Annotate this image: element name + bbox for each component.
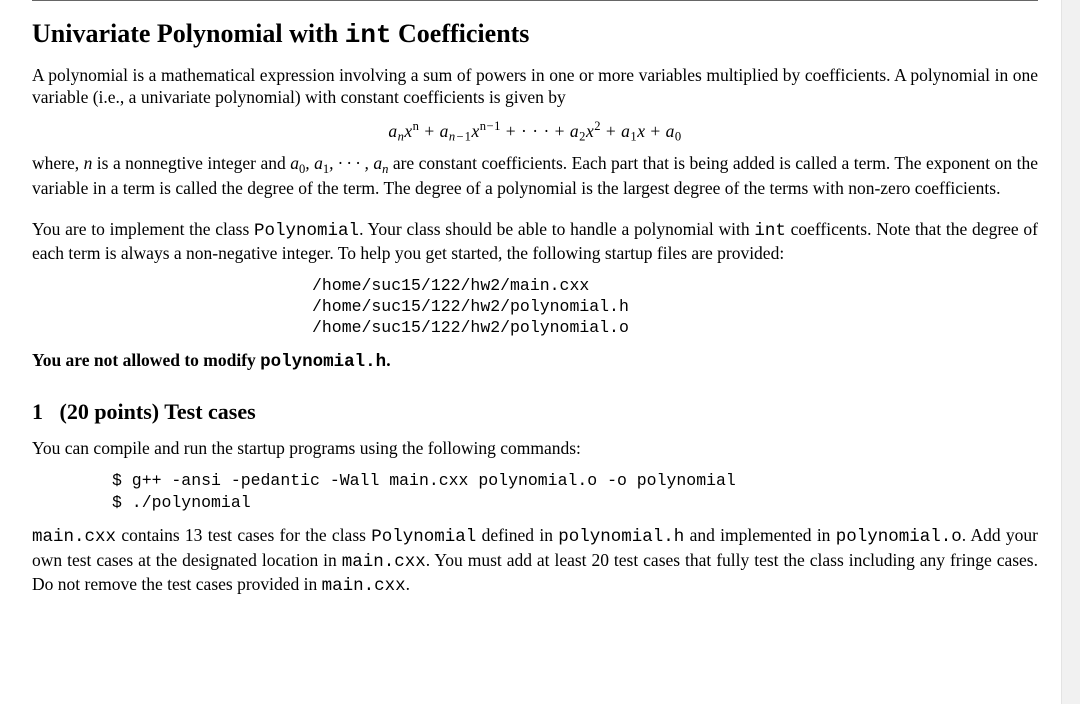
file-3: /home/suc15/122/hw2/polynomial.o [312,317,1038,338]
p5-d: defined in [476,525,558,545]
scrollbar-track[interactable] [1061,0,1080,704]
p3-a: You are to implement the class [32,219,254,239]
nomod-c: . [386,350,390,370]
paragraph-intro: A polynomial is a mathematical expressio… [32,64,1038,109]
cmd-1: $ g++ -ansi -pedantic -Wall main.cxx pol… [112,470,1038,492]
command-block: $ g++ -ansi -pedantic -Wall main.cxx pol… [32,470,1038,515]
p5-a: main.cxx [32,527,116,547]
p5-f: and implemented in [684,525,835,545]
section-1-heading: 1 (20 points) Test cases [32,399,1038,425]
cmd-2: $ ./polynomial [112,492,1038,514]
p2-coeffs: a0, a1, · · · , an [290,153,388,173]
paragraph-compile: You can compile and run the startup prog… [32,437,1038,459]
p5-k: main.cxx [322,576,406,596]
file-list: /home/suc15/122/hw2/main.cxx /home/suc15… [32,275,1038,339]
page-root: Univariate Polynomial with int Coefficie… [0,0,1080,704]
nomod-b: polynomial.h [260,352,386,372]
doc-title: Univariate Polynomial with int Coefficie… [32,19,1038,50]
p5-l: . [406,574,410,594]
title-text-pre: Univariate Polynomial with [32,19,345,48]
p5-g: polynomial.o [836,527,962,547]
title-int-code: int [345,20,392,50]
paragraph-implement: You are to implement the class Polynomia… [32,218,1038,265]
p3-cls: Polynomial [254,221,359,241]
p3-b: . Your class should be able to handle a … [359,219,754,239]
document-content: Univariate Polynomial with int Coefficie… [32,0,1038,607]
p5-e: polynomial.h [558,527,684,547]
p5-i: main.cxx [342,552,426,572]
p2-b: is a nonnegtive integer and [92,153,290,173]
p5-c: Polynomial [371,527,476,547]
paragraph-where: where, n is a nonnegtive integer and a0,… [32,152,1038,199]
section-number: 1 [32,399,43,424]
no-modify-line: You are not allowed to modify polynomial… [32,349,1038,373]
p3-int: int [754,221,786,241]
p5-b: contains 13 test cases for the class [116,525,371,545]
polynomial-equation: anxn + an−1xn−1 + · · · + a2x2 + a1x + a… [32,119,1038,145]
p2-a: where, [32,153,84,173]
nomod-a: You are not allowed to modify [32,350,260,370]
file-2: /home/suc15/122/hw2/polynomial.h [312,296,1038,317]
section-title: (20 points) Test cases [60,399,256,424]
file-1: /home/suc15/122/hw2/main.cxx [312,275,1038,296]
paragraph-tests: main.cxx contains 13 test cases for the … [32,524,1038,597]
title-text-post: Coefficients [392,19,530,48]
